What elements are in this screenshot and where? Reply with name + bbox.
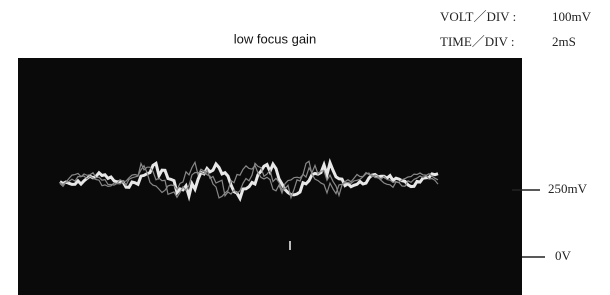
page: low focus gain VOLT／DIV : 100mV TIME／DIV… <box>0 0 610 295</box>
marker-label: 0V <box>555 248 572 263</box>
setting-label: VOLT／DIV : <box>440 9 516 24</box>
figure-title: low focus gain <box>234 31 316 46</box>
setting-label: TIME／DIV : <box>440 34 515 49</box>
marker-label: 250mV <box>548 181 588 196</box>
setting-value: 2mS <box>552 34 576 49</box>
figure: low focus gain VOLT／DIV : 100mV TIME／DIV… <box>0 0 610 295</box>
setting-value: 100mV <box>552 9 592 24</box>
